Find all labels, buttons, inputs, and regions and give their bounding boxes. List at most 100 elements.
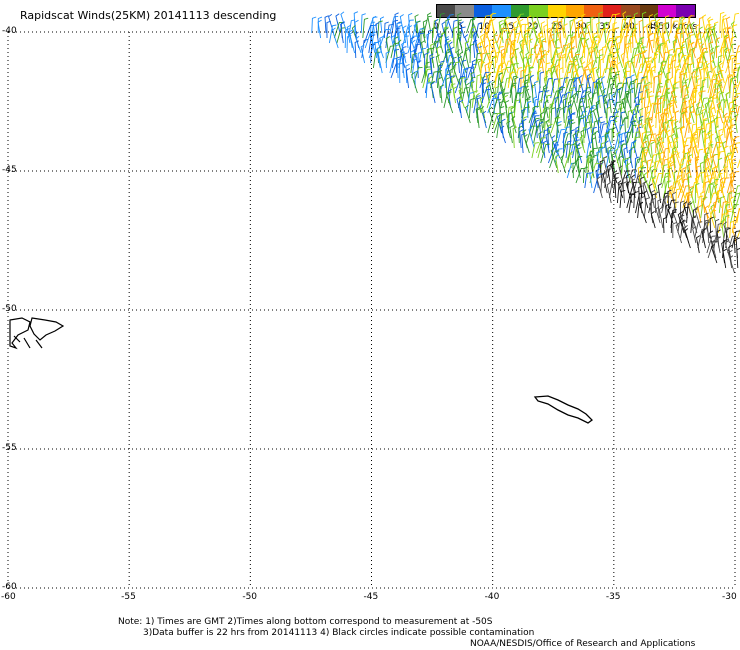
wind-barb [655,206,661,224]
wind-barb [625,92,633,114]
wind-barb [396,31,402,49]
wind-barb [379,16,385,34]
wind-barb [579,22,587,44]
note-line-1: Note: 1) Times are GMT 2)Times along bot… [118,617,493,627]
wind-barb [695,176,700,199]
wind-barb [626,82,634,104]
wind-barb [643,172,651,194]
wind-barb [681,17,689,39]
wind-barb [719,11,725,34]
wind-barb [597,116,603,134]
wind-barb [731,56,737,74]
wind-barb [565,46,570,68]
wind-barb [543,24,548,44]
wind-barb [584,21,592,39]
wind-barb [550,107,556,129]
wind-barb [633,82,643,104]
wind-barb [375,22,380,44]
wind-barb [669,161,676,184]
wind-barb [395,56,401,74]
wind-barb [612,60,617,79]
wind-barb [618,28,627,49]
wind-barb [614,177,619,199]
wind-barb [587,62,595,84]
wind-barb [451,56,457,74]
wind-barb [697,228,707,249]
wind-barb [680,185,690,204]
wind-barb [724,214,730,234]
wind-barb [531,53,541,69]
wind-barb [569,86,576,104]
wind-barb [668,164,674,184]
wind-barb [698,26,703,49]
wind-barb [631,174,637,194]
wind-barb [642,11,647,34]
wind-barb [602,45,607,64]
wind-barb [411,39,418,59]
wind-barb [399,14,404,34]
wind-barb [689,105,695,124]
wind-barb [706,27,711,49]
wind-barb [379,35,384,54]
wind-barb [538,131,544,154]
wind-barb [522,42,528,64]
wind-barb [710,47,717,69]
wind-barb [606,128,613,149]
wind-barb [509,125,514,144]
wind-barb [716,91,724,114]
wind-barb [499,81,505,104]
wind-barb [612,13,620,34]
wind-barb [713,200,718,219]
wind-barb [545,132,550,154]
wind-barb [648,39,654,59]
wind-barb [599,58,605,79]
wind-barb [591,120,599,139]
wind-barb [472,59,482,74]
wind-barb [596,150,601,169]
wind-barb [562,15,569,34]
legend-label: 40 [623,22,635,32]
wind-barb [619,155,624,174]
wind-barb [621,97,628,119]
wind-barb [548,27,556,49]
wind-barb [654,82,663,99]
wind-barb [644,136,652,159]
wind-barb [396,58,402,79]
wind-barb [593,39,599,59]
wind-barb [660,94,665,113]
legend-swatch [492,5,511,17]
wind-barb [475,106,480,124]
wind-barb [541,38,546,59]
wind-barb [701,130,706,149]
wind-barb [572,161,577,179]
wind-barb [702,31,708,54]
wind-barb [653,12,660,34]
wind-barb [701,51,706,74]
wind-barb [524,85,529,104]
wind-barb [704,101,710,124]
legend-label: 15 [502,22,515,32]
wind-barb [732,84,738,104]
wind-barb [542,140,547,159]
wind-barb [605,14,617,34]
wind-barb [732,185,740,204]
wind-barb [535,137,546,154]
wind-barb [496,121,503,139]
wind-barb [722,14,727,34]
wind-barb [671,133,677,154]
wind-barb [465,82,471,104]
wind-barb [521,132,526,154]
wind-barb [479,96,486,119]
wind-barb [511,116,517,134]
wind-barb [514,76,519,99]
wind-barb [519,39,525,59]
wind-barb [487,98,497,114]
wind-barb [659,64,667,84]
wind-barb [593,46,598,64]
wind-barb [564,153,574,169]
wind-barb [736,228,740,239]
wind-barb [701,76,709,94]
wind-barb [410,52,417,74]
wind-barb [411,71,418,94]
wind-barb [672,191,677,214]
